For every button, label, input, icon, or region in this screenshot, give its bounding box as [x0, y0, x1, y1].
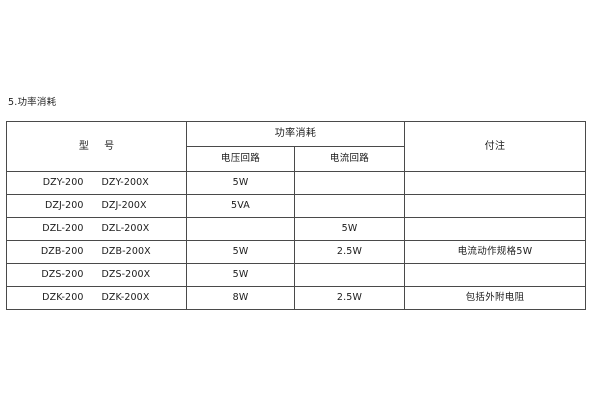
cell-note: 包括外附电阻 [404, 286, 587, 310]
cell-note [404, 263, 587, 287]
cell-current-circuit: 5W [293, 217, 406, 241]
cell-voltage-circuit: 5W [186, 240, 295, 264]
cell-note: 电流动作规格5W [404, 240, 587, 264]
cell-voltage-circuit: 5VA [186, 194, 295, 218]
model-pair: DZJ-200 DZJ-200X [7, 199, 186, 212]
cell-voltage-circuit: 5W [186, 263, 295, 287]
model-code-variant: DZB-200X [101, 245, 151, 257]
model-code-primary: DZL-200 [42, 222, 84, 234]
cell-note [404, 194, 587, 218]
column-header-model: 型 号 [6, 121, 187, 172]
column-header-voltage-circuit: 电压回路 [186, 146, 295, 172]
model-code-primary: DZB-200 [40, 245, 84, 257]
spec-table-container: 型 号 功率消耗 付注 电压回路 电流回路 DZY-200 DZY-200X [6, 121, 587, 310]
cell-model: DZS-200 DZS-200X [6, 263, 187, 287]
model-pair: DZS-200 DZS-200X [7, 268, 186, 281]
table-header: 型 号 功率消耗 付注 电压回路 电流回路 [6, 121, 587, 172]
column-header-power-consumption: 功率消耗 [185, 121, 406, 147]
cell-voltage-circuit: 8W [186, 286, 295, 310]
model-code-primary: DZS-200 [41, 268, 84, 280]
model-code-variant: DZS-200X [101, 268, 151, 280]
cell-model: DZJ-200 DZJ-200X [6, 194, 187, 218]
cell-model: DZL-200 DZL-200X [6, 217, 187, 241]
model-code-variant: DZY-200X [101, 176, 149, 188]
cell-model: DZB-200 DZB-200X [6, 240, 187, 264]
model-pair: DZY-200 DZY-200X [7, 176, 186, 189]
table-row: DZJ-200 DZJ-200X 5VA [6, 194, 587, 218]
model-code-primary: DZK-200 [42, 291, 84, 303]
model-code-variant: DZJ-200X [101, 199, 147, 211]
table-row: DZB-200 DZB-200X 5W 2.5W 电流动作规格5W [6, 240, 587, 264]
cell-current-circuit [293, 171, 406, 195]
model-pair: DZK-200 DZK-200X [7, 291, 186, 304]
model-code-primary: DZJ-200 [44, 199, 84, 211]
table-row: DZK-200 DZK-200X 8W 2.5W 包括外附电阻 [6, 286, 587, 310]
cell-model: DZK-200 DZK-200X [6, 286, 187, 310]
model-code-primary: DZY-200 [42, 176, 84, 188]
table-header-row-top: 型 号 功率消耗 付注 [6, 121, 587, 172]
power-consumption-table: 型 号 功率消耗 付注 电压回路 电流回路 DZY-200 DZY-200X [6, 121, 587, 310]
column-header-note: 付注 [404, 121, 587, 172]
model-pair: DZL-200 DZL-200X [7, 222, 186, 235]
page-title: 5.功率消耗 [8, 97, 57, 108]
cell-current-circuit: 2.5W [293, 240, 406, 264]
table-row: DZL-200 DZL-200X 5W [6, 217, 587, 241]
model-code-variant: DZK-200X [101, 291, 150, 303]
table-row: DZY-200 DZY-200X 5W [6, 171, 587, 195]
cell-note [404, 217, 587, 241]
table-row: DZS-200 DZS-200X 5W [6, 263, 587, 287]
column-header-current-circuit: 电流回路 [293, 146, 406, 172]
cell-voltage-circuit: 5W [186, 171, 295, 195]
cell-note [404, 171, 587, 195]
cell-current-circuit [293, 263, 406, 287]
model-pair: DZB-200 DZB-200X [7, 245, 186, 258]
cell-current-circuit [293, 194, 406, 218]
table-body: DZY-200 DZY-200X 5W DZJ-200 DZJ-200X [6, 171, 587, 310]
model-code-variant: DZL-200X [101, 222, 150, 234]
cell-current-circuit: 2.5W [293, 286, 406, 310]
cell-model: DZY-200 DZY-200X [6, 171, 187, 195]
cell-voltage-circuit [186, 217, 295, 241]
